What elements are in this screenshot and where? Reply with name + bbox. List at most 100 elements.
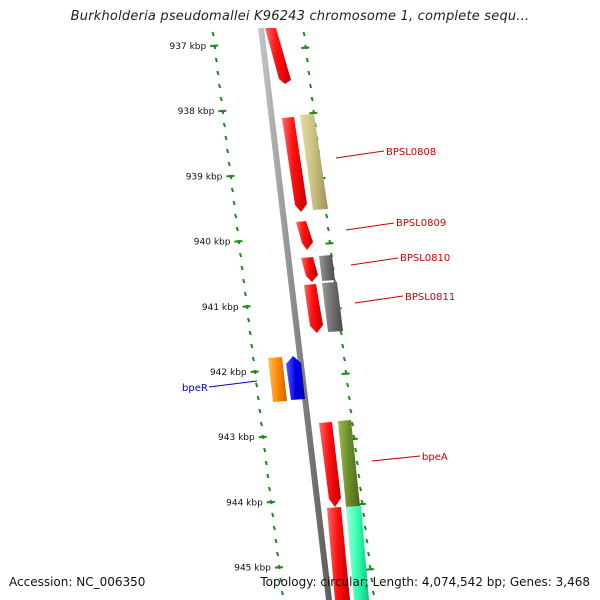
gene-BPSL0810[interactable]	[319, 255, 335, 281]
tick-dot	[279, 577, 283, 583]
tick-dot	[325, 213, 329, 219]
cds-feature[interactable]	[265, 28, 291, 84]
cds-feature[interactable]	[296, 221, 313, 250]
tick-dot	[271, 512, 275, 518]
tick-dot	[219, 96, 223, 102]
cds-feature-teal[interactable]	[346, 506, 369, 600]
tick-dot	[224, 135, 228, 141]
tick-dot	[326, 226, 330, 232]
tick-dot	[243, 291, 247, 297]
major-tick	[301, 46, 310, 49]
gene-BPSL0811[interactable]	[322, 282, 343, 332]
tick-label: 945 kbp	[234, 564, 271, 574]
tick-label: 938 kbp	[178, 107, 215, 117]
gene-label-BPSL0809[interactable]: BPSL0809	[396, 218, 446, 229]
tick-dot	[250, 343, 254, 349]
sequence-info-text: Topology: circular; Length: 4,074,542 bp…	[260, 575, 590, 589]
tick-dot	[350, 421, 355, 427]
tick-dot	[276, 551, 280, 557]
tick-dot	[308, 83, 313, 89]
tick-label: 940 kbp	[194, 238, 231, 248]
cds-feature[interactable]	[327, 507, 350, 600]
tick-dot	[342, 356, 346, 362]
major-tick	[274, 566, 283, 569]
gene-BPSL0808[interactable]	[300, 114, 328, 210]
major-tick	[309, 111, 318, 115]
major-tick	[258, 435, 267, 439]
tick-dot	[371, 590, 375, 596]
tick-dot	[341, 343, 345, 349]
tick-dot	[264, 460, 268, 466]
tick-dot	[242, 278, 246, 284]
gene-label-bpeR[interactable]: bpeR	[182, 383, 208, 394]
tick-dot	[258, 408, 262, 414]
major-tick	[365, 568, 374, 571]
tick-dot	[267, 486, 272, 492]
major-tick	[234, 240, 243, 243]
tick-dot	[240, 265, 244, 271]
tick-dot	[358, 486, 363, 492]
tick-dot	[274, 538, 278, 544]
tick-dot	[339, 330, 343, 336]
gene-bpeR[interactable]	[268, 357, 287, 402]
cds-feature[interactable]	[282, 117, 307, 212]
tick-labels: 937 kbp 938 kbp 939 kbp 940 kbp 941 kbp 942 k…	[170, 42, 272, 574]
tick-dot	[238, 252, 243, 258]
tick-dot	[226, 148, 230, 154]
gene-label-bpeA[interactable]: bpeA	[422, 452, 448, 463]
tick-dot	[365, 538, 369, 544]
major-tick	[210, 44, 219, 47]
tick-label: 939 kbp	[186, 172, 223, 182]
tick-label: 941 kbp	[202, 303, 239, 313]
tick-dot	[222, 122, 226, 128]
sequence-backbone	[258, 28, 332, 600]
tick-ring-left	[210, 31, 284, 596]
tick-dot	[214, 57, 218, 63]
tick-label: 944 kbp	[226, 498, 263, 508]
major-tick	[325, 242, 334, 245]
map-title: Burkholderia pseudomallei K96243 chromos…	[70, 9, 530, 24]
tick-dot	[217, 83, 222, 89]
tick-dot	[259, 421, 264, 427]
tick-dot	[248, 330, 252, 336]
tick-dot	[307, 70, 311, 76]
tick-dot	[349, 408, 353, 414]
gene-label-BPSL0810[interactable]: BPSL0810	[400, 253, 450, 264]
tick-dot	[355, 460, 359, 466]
tick-dot	[235, 226, 239, 232]
major-tick	[266, 500, 275, 504]
tick-label: 937 kbp	[170, 42, 207, 52]
gene-label-BPSL0808[interactable]: BPSL0808	[386, 147, 436, 158]
tick-dot	[302, 31, 306, 37]
cds-feature[interactable]	[304, 284, 323, 333]
major-tick	[250, 370, 259, 373]
tick-dot	[280, 590, 284, 596]
feature-track	[265, 28, 369, 600]
tick-dot	[251, 356, 255, 362]
tick-dot	[256, 395, 260, 401]
tick-dot	[347, 395, 351, 401]
major-tick	[341, 372, 350, 375]
tick-dot	[363, 525, 367, 531]
tick-dot	[216, 70, 220, 76]
cds-feature-blue[interactable]	[286, 356, 305, 400]
cds-feature[interactable]	[319, 422, 341, 507]
tick-dot	[310, 96, 314, 102]
tick-dot	[305, 57, 309, 63]
tick-label: 942 kbp	[210, 368, 247, 378]
gene-bpeA[interactable]	[338, 420, 360, 507]
cds-feature[interactable]	[301, 257, 318, 282]
tick-dot	[227, 161, 231, 167]
tick-dot	[367, 551, 371, 557]
tick-dot	[255, 382, 259, 388]
tick-label: 943 kbp	[218, 433, 255, 443]
accession-text: Accession: NC_006350	[9, 575, 146, 589]
tick-dot	[266, 473, 270, 479]
tick-dot	[230, 187, 234, 193]
tick-dot	[211, 31, 215, 37]
gene-label-BPSL0811[interactable]: BPSL0811	[405, 292, 455, 303]
tick-dot	[232, 200, 236, 206]
tick-dot	[362, 512, 366, 518]
tick-dot	[370, 577, 374, 583]
